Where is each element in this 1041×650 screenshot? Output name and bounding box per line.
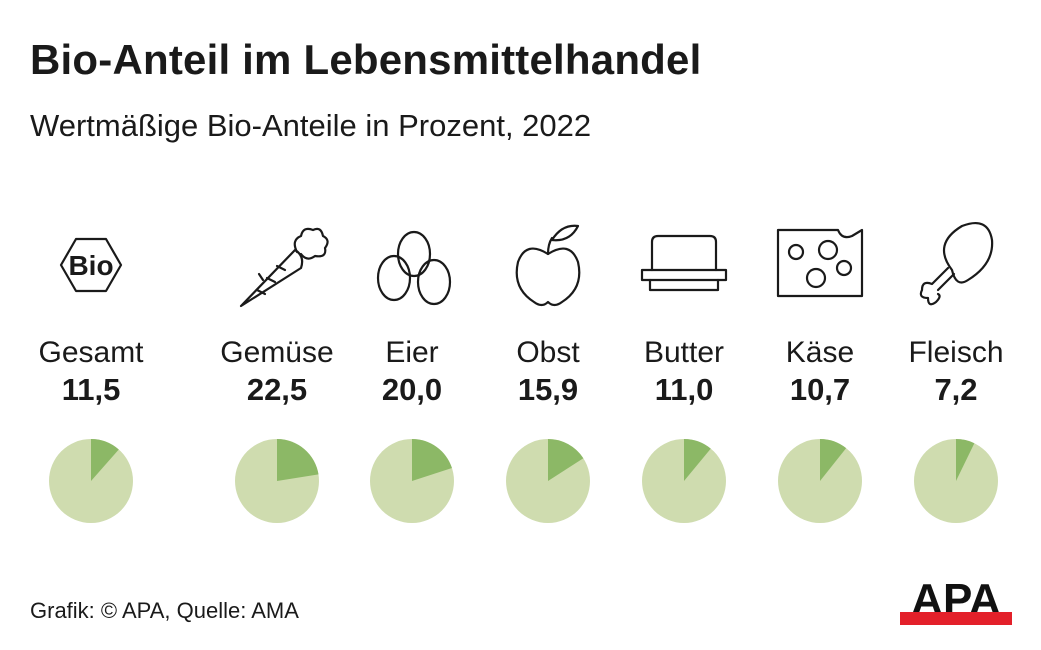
pie-slice-Butter	[684, 439, 711, 481]
carrot-icon	[239, 227, 329, 308]
value-label: 15,9	[517, 372, 579, 407]
pie-slice-Käse	[820, 439, 847, 481]
cheese-icon	[776, 228, 864, 298]
pie-slice-Fleisch	[956, 439, 975, 481]
apple-icon	[515, 224, 581, 307]
value-label: 10,7	[789, 372, 851, 407]
pie-slice-Gemüse	[277, 439, 319, 481]
value-label: 11,5	[61, 372, 121, 407]
pie-slice-Eier	[412, 439, 452, 481]
category-0: Bio Gesamt 11,5	[16, 210, 166, 410]
category-label: Gemüse	[220, 336, 334, 369]
butter-dish-icon	[640, 234, 728, 292]
value-label: 7,2	[934, 372, 978, 407]
svg-text:Bio: Bio	[68, 250, 113, 281]
category-label: Butter	[643, 336, 725, 369]
category-label: Fleisch	[908, 336, 1004, 369]
category-4: Butter 11,0	[609, 210, 759, 410]
pie-slice-Obst	[548, 439, 584, 481]
chart-title: Bio-Anteil im Lebensmittelhandel	[30, 36, 702, 83]
pie-slice-Gesamt	[91, 439, 119, 481]
value-label: 20,0	[381, 372, 443, 407]
bio-hexagon-icon: Bio	[59, 237, 123, 293]
category-5: Käse 10,7	[745, 210, 895, 410]
category-label: Obst	[516, 336, 580, 369]
value-label: 11,0	[654, 372, 714, 407]
category-label: Käse	[785, 336, 855, 369]
category-6: Fleisch 7,2	[881, 210, 1031, 410]
eggs-icon	[376, 230, 452, 306]
apa-logo: APA	[900, 578, 1012, 625]
category-label: Gesamt	[38, 336, 144, 369]
category-1: Gemüse 22,5	[202, 210, 352, 410]
chicken-leg-icon	[919, 222, 994, 306]
value-label: 22,5	[246, 372, 308, 407]
category-label: Eier	[385, 336, 439, 369]
category-3: Obst 15,9	[473, 210, 623, 410]
source-note: Grafik: © APA, Quelle: AMA	[30, 598, 299, 623]
chart-subtitle: Wertmäßige Bio-Anteile in Prozent, 2022	[30, 108, 592, 143]
category-2: Eier 20,0	[337, 210, 487, 410]
